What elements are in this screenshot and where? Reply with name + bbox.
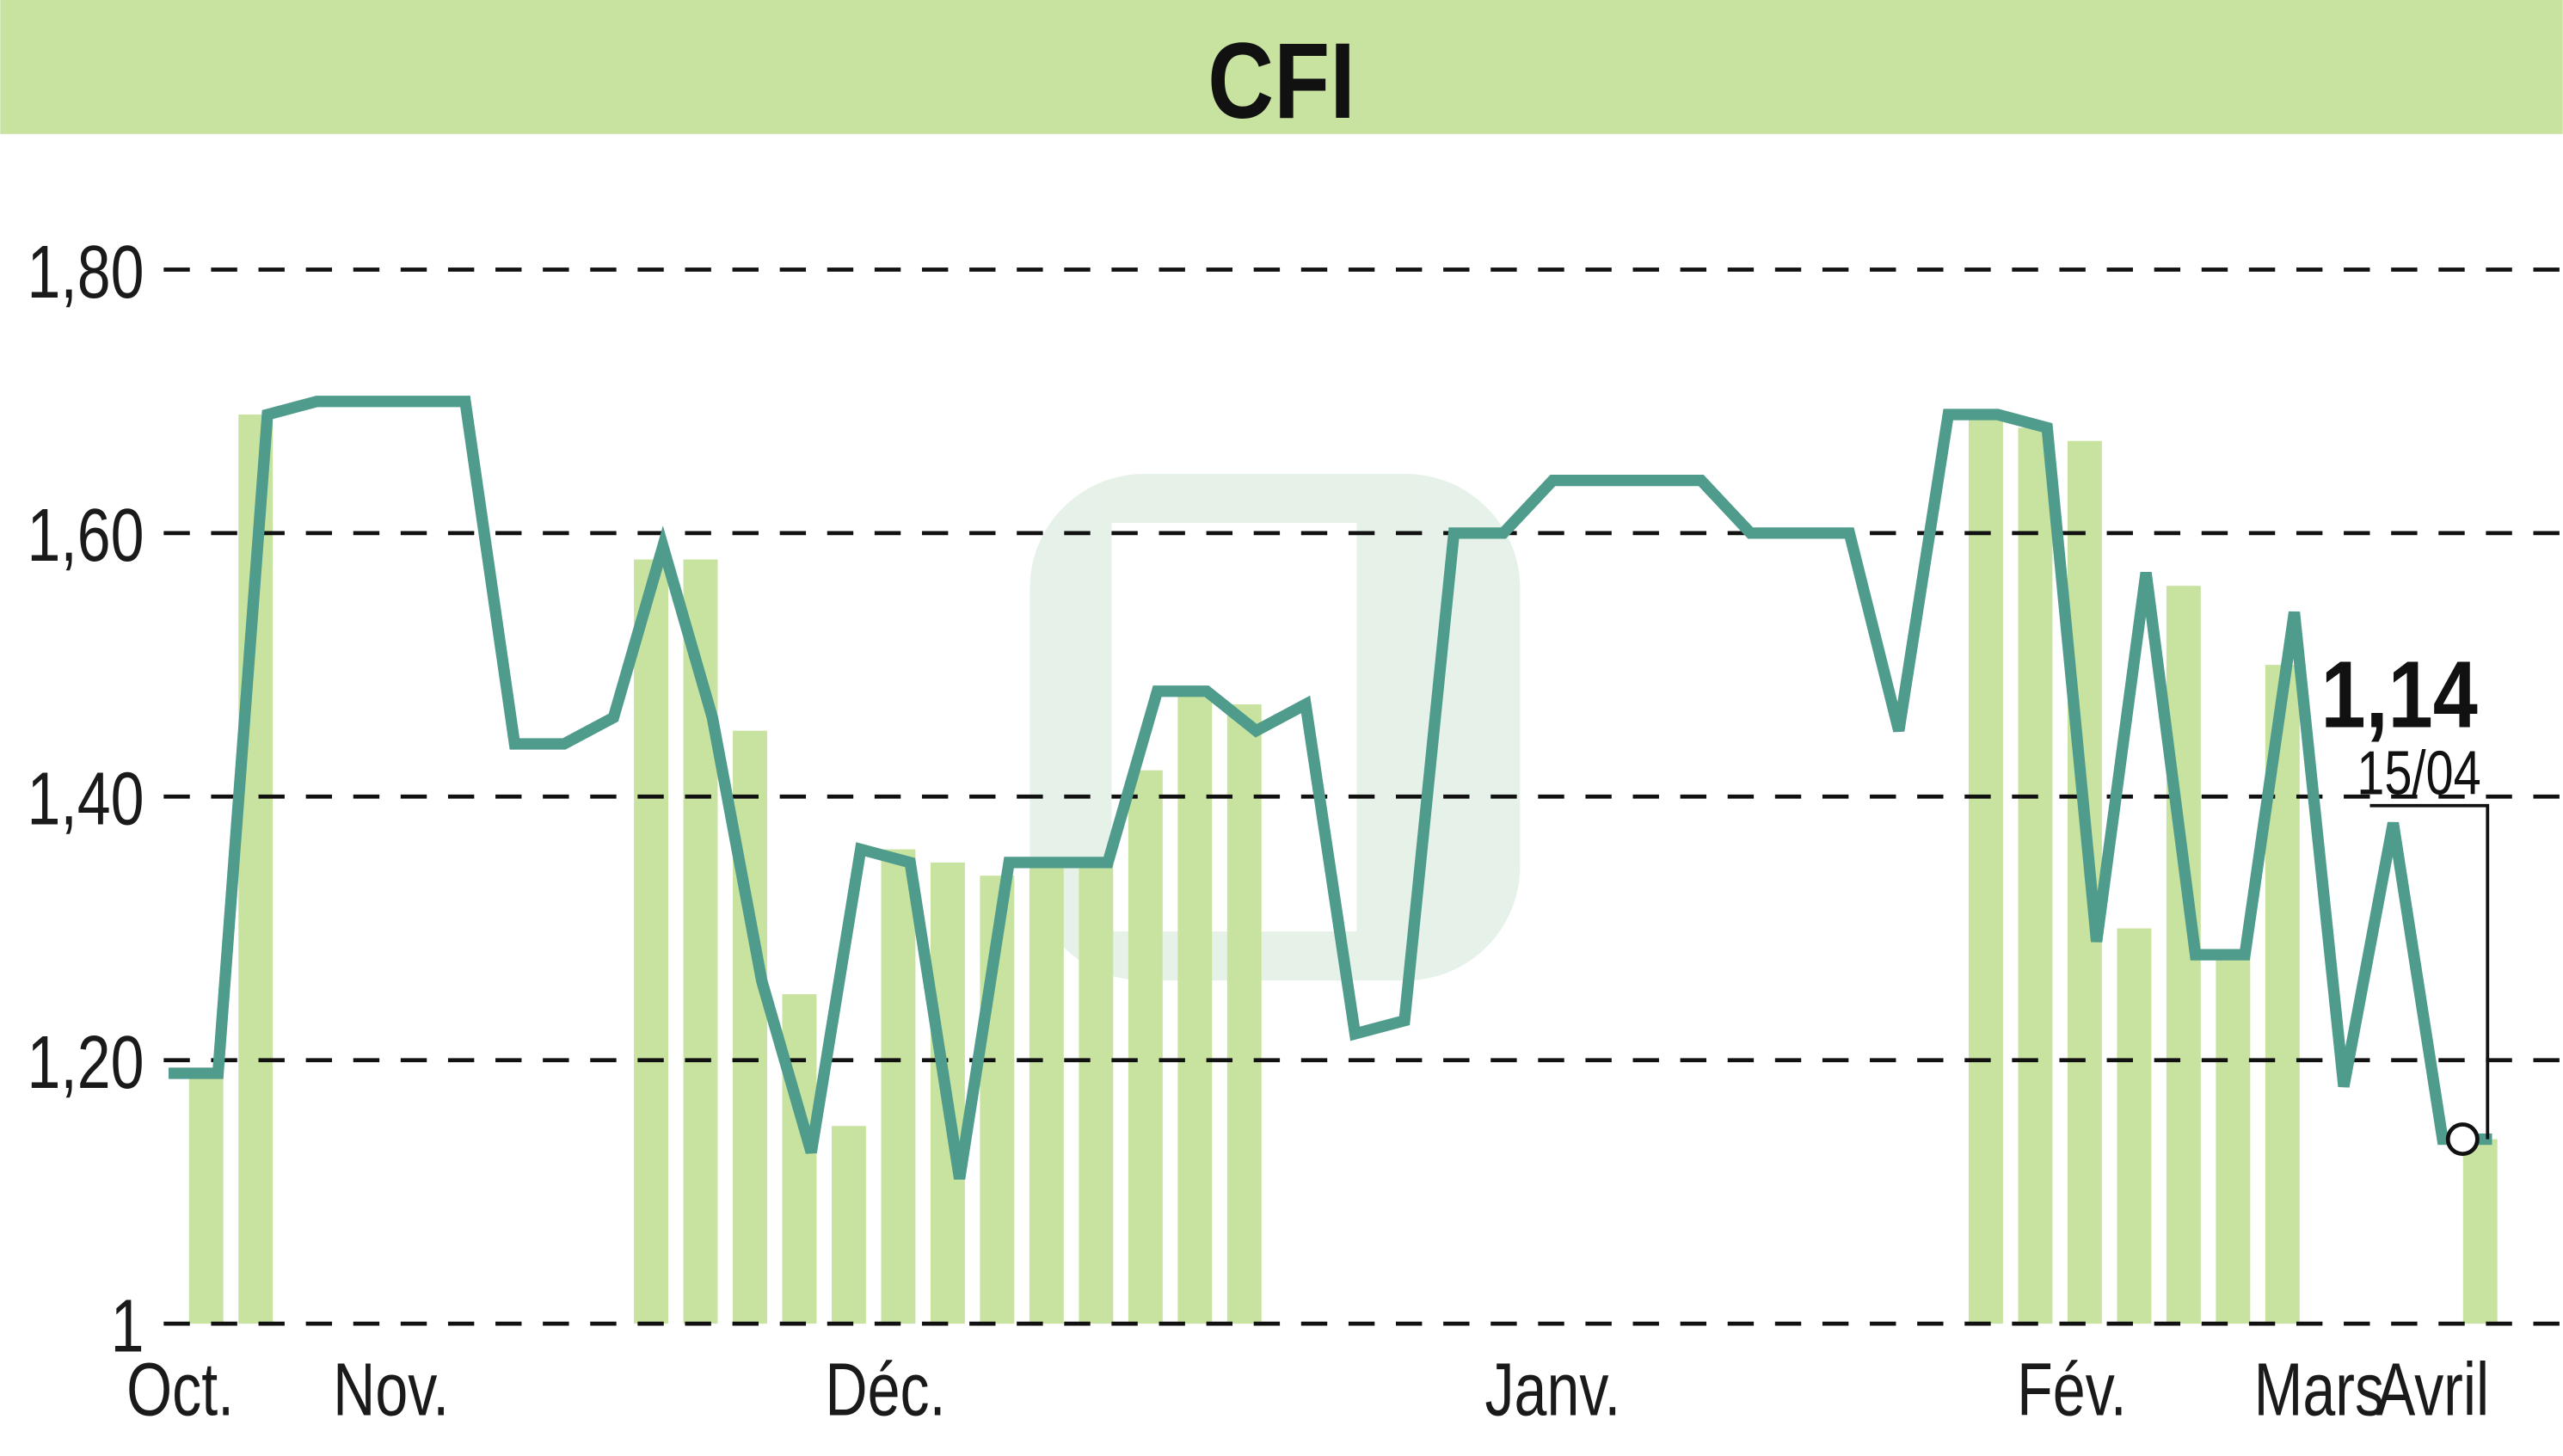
volume-bar — [1128, 770, 1163, 1324]
volume-bar — [2018, 427, 2053, 1324]
y-tick-label: 1,40 — [27, 756, 144, 840]
y-axis: 1 1,20 1,40 1,60 1,80 — [27, 229, 144, 1367]
last-value-marker — [2445, 1122, 2480, 1157]
last-value-connector — [2369, 803, 2490, 1140]
volume-bar — [2117, 928, 2152, 1324]
volume-bar — [1177, 691, 1213, 1324]
volume-bar — [188, 1073, 224, 1324]
volume-bar — [2462, 1139, 2498, 1324]
x-tick-label: Avril — [2376, 1347, 2489, 1431]
volume-bar — [782, 994, 817, 1324]
header-band — [0, 0, 2563, 134]
volume-bars — [188, 415, 2498, 1324]
y-tick-label: 1 — [111, 1283, 144, 1367]
volume-bar — [1079, 862, 1114, 1324]
last-value-date: 15/04 — [2357, 738, 2481, 808]
chart-title: CFI — [1208, 21, 1355, 141]
volume-bar — [1226, 704, 1262, 1324]
volume-bar — [733, 730, 767, 1324]
x-tick-label: Nov. — [333, 1347, 449, 1431]
volume-bar — [831, 1126, 866, 1324]
volume-bar — [2216, 955, 2251, 1324]
y-tick-label: 1,80 — [27, 229, 144, 313]
volume-bar — [1029, 862, 1064, 1324]
last-value-label: 1,14 — [2321, 641, 2478, 747]
x-tick-label: Janv. — [1484, 1347, 1620, 1431]
price-line — [169, 396, 2492, 1180]
volume-bar — [2067, 440, 2102, 1324]
x-tick-label: Oct. — [126, 1347, 234, 1431]
x-tick-label: Fév. — [2017, 1347, 2127, 1431]
x-tick-label: Mars — [2254, 1347, 2384, 1431]
volume-bar — [1968, 415, 2003, 1324]
x-tick-label: Déc. — [825, 1347, 945, 1431]
y-tick-label: 1,60 — [27, 493, 144, 577]
gridlines — [163, 267, 2563, 1326]
volume-bar — [881, 849, 916, 1324]
volume-bar — [634, 559, 668, 1324]
y-tick-label: 1,20 — [27, 1019, 144, 1103]
